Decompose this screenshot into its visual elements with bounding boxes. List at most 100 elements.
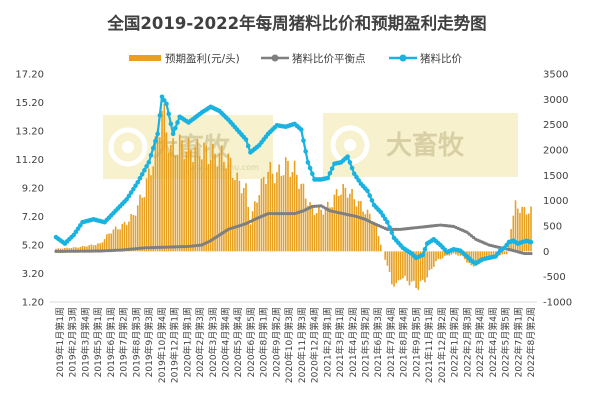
profit-bar bbox=[404, 251, 406, 276]
breakeven-series-point bbox=[270, 212, 275, 216]
x-tick-label: 2020年8月第1周 bbox=[258, 307, 270, 377]
ratio-series-point bbox=[155, 131, 160, 137]
x-tick-label: 2021年2月第1周 bbox=[321, 307, 333, 377]
profit-bar bbox=[523, 207, 526, 252]
profit-bar bbox=[187, 137, 190, 252]
profit-bar bbox=[393, 251, 395, 287]
profit-bar bbox=[368, 213, 371, 252]
profit-bar bbox=[77, 247, 79, 252]
legend-marker-breakeven bbox=[271, 54, 279, 62]
breakeven-series-point bbox=[91, 249, 96, 253]
profit-bar bbox=[395, 251, 398, 284]
profit-bar bbox=[141, 197, 143, 252]
axes: 1.20 3.20 5.20 7.20 9.20 11.20 13.20 15.20 17.20… bbox=[15, 70, 572, 384]
x-tick-label: 2022年7月第1周 bbox=[512, 307, 524, 377]
x-tick-label: 2021年4月第2周 bbox=[347, 307, 359, 377]
profit-bar bbox=[130, 214, 132, 252]
profit-bar bbox=[450, 251, 453, 255]
profit-bar bbox=[194, 146, 196, 252]
profit-bar bbox=[181, 140, 183, 252]
profit-bar bbox=[214, 153, 216, 252]
profit-bar bbox=[384, 251, 386, 260]
profit-bar bbox=[435, 251, 437, 262]
profit-bar bbox=[375, 225, 378, 252]
profit-bar bbox=[525, 214, 528, 252]
profit-bar bbox=[112, 229, 115, 252]
breakeven-series-point bbox=[67, 249, 71, 253]
profit-bar bbox=[207, 164, 210, 252]
profit-bar bbox=[340, 194, 342, 252]
y-right-tick-label: 0 bbox=[543, 247, 549, 258]
breakeven-series-point bbox=[529, 251, 533, 256]
y-right-tick-label: -1000 bbox=[543, 298, 572, 309]
profit-bar bbox=[311, 207, 314, 252]
y-right-tick-label: 1500 bbox=[543, 171, 568, 182]
ratio-series-point bbox=[365, 188, 370, 194]
profit-bar bbox=[94, 245, 97, 252]
breakeven-series-point bbox=[80, 249, 85, 253]
x-tick-label: 2019年10月第4周 bbox=[156, 307, 168, 383]
profit-bar bbox=[223, 161, 225, 252]
ratio-series-point bbox=[124, 197, 129, 202]
ratio-series-point bbox=[159, 94, 165, 100]
x-tick-label: 2019年6月第1周 bbox=[105, 307, 117, 377]
y-left-tick-label: 17.20 bbox=[15, 70, 44, 81]
profit-bar bbox=[371, 222, 373, 252]
profit-bar bbox=[238, 180, 241, 252]
profit-bar bbox=[421, 251, 424, 280]
breakeven-series-point bbox=[58, 249, 63, 253]
breakeven-series-point bbox=[281, 212, 286, 216]
profit-bar bbox=[424, 251, 426, 283]
y-right-tick-label: 3500 bbox=[543, 70, 568, 81]
ratio-series-point bbox=[298, 127, 304, 132]
profit-bar bbox=[481, 251, 484, 262]
profit-bar bbox=[128, 221, 130, 252]
legend-swatch-profit bbox=[129, 55, 161, 61]
profit-bar bbox=[291, 172, 294, 252]
profit-bar bbox=[258, 195, 261, 252]
profit-bar bbox=[97, 243, 99, 252]
breakeven-series-point bbox=[65, 249, 69, 253]
profit-bar bbox=[313, 214, 316, 252]
ratio-series-point bbox=[166, 111, 171, 117]
profit-bar bbox=[174, 155, 177, 252]
breakeven-series-point bbox=[61, 249, 65, 253]
profit-bar bbox=[249, 224, 252, 252]
breakeven-series-point bbox=[392, 227, 396, 231]
x-tick-label: 2020年6月第5周 bbox=[245, 307, 257, 377]
ratio-series-point bbox=[142, 168, 147, 173]
x-tick-label: 2021年8月第4周 bbox=[398, 307, 410, 377]
profit-bar bbox=[256, 202, 258, 252]
profit-bar bbox=[106, 234, 108, 252]
ratio-series-point bbox=[369, 198, 375, 203]
profit-bar bbox=[276, 172, 278, 252]
profit-bar bbox=[344, 188, 347, 252]
ratio-series-point bbox=[157, 113, 163, 118]
profit-bar bbox=[114, 226, 117, 252]
profit-bar bbox=[322, 214, 325, 252]
x-tick-label: 2021年5月第2周 bbox=[360, 307, 372, 377]
x-tick-label: 2022年5月第5周 bbox=[500, 307, 512, 377]
profit-bar bbox=[198, 156, 201, 252]
profit-bar bbox=[360, 201, 362, 252]
ratio-series-point bbox=[170, 131, 176, 137]
profit-bar bbox=[121, 223, 124, 252]
ratio-series-point bbox=[164, 101, 169, 107]
profit-bar bbox=[284, 157, 287, 252]
legend-label-profit: 预期盈利(元/头) bbox=[165, 53, 240, 65]
profit-bar bbox=[415, 251, 417, 288]
ratio-series-point bbox=[329, 166, 335, 171]
profit-bar bbox=[247, 207, 250, 252]
profit-bar bbox=[229, 157, 232, 252]
x-tick-label: 2019年2月第3周 bbox=[67, 307, 79, 377]
ratio-series-point bbox=[133, 183, 138, 189]
x-tick-label: 2020年12月第4周 bbox=[309, 307, 321, 383]
x-tick-label: 2022年2月第3周 bbox=[461, 307, 473, 377]
breakeven-series-point bbox=[266, 212, 270, 216]
ratio-series-point bbox=[146, 160, 152, 165]
profit-bar bbox=[139, 194, 141, 252]
breakeven-series-point bbox=[524, 251, 529, 256]
profit-bar bbox=[72, 247, 75, 252]
ratio-series-point bbox=[245, 143, 251, 149]
profit-bar bbox=[457, 251, 459, 256]
